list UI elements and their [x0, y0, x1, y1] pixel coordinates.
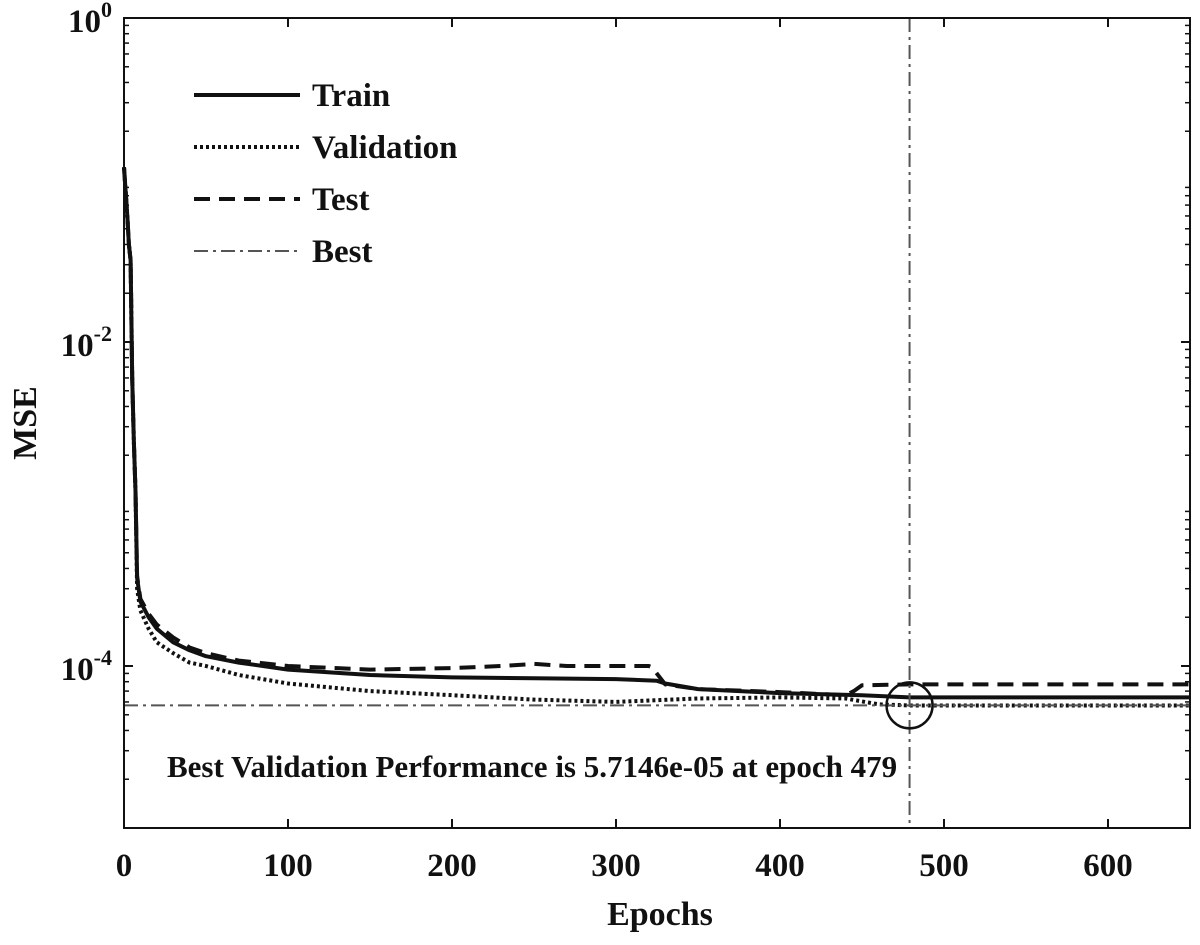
- x-tick-label: 200: [427, 848, 477, 884]
- series-line-validation: [122, 167, 1190, 708]
- x-tick-label: 400: [755, 848, 805, 884]
- legend-label-validation: Validation: [312, 130, 458, 166]
- y-axis-label: MSE: [7, 386, 44, 460]
- x-tick-label: 300: [591, 848, 641, 884]
- y-tick-label: 100: [68, 0, 112, 40]
- plot-frame: [123, 17, 1191, 829]
- y-tick-label: 10-4: [61, 645, 112, 688]
- legend-label-best: Best: [312, 234, 373, 270]
- y-tick-label: 10-2: [61, 321, 112, 364]
- best-layer: [124, 18, 1190, 828]
- series-line-train: [122, 167, 1190, 700]
- best-performance-annotation: Best Validation Performance is 5.7146e-0…: [167, 749, 897, 784]
- x-axis-label: Epochs: [607, 896, 713, 933]
- series-line-test: [122, 167, 1190, 698]
- x-tick-label: 500: [919, 848, 969, 884]
- legend-label-train: Train: [312, 78, 390, 114]
- tick-layer: 0 100 200 300 400 500 600 100 10-2 10-4: [61, 0, 1190, 884]
- legend-label-test: Test: [312, 182, 369, 218]
- x-tick-label: 600: [1083, 848, 1133, 884]
- best-point-marker: [885, 681, 934, 730]
- legend: Train Validation Test Best: [194, 78, 458, 270]
- series-layer: [122, 167, 1190, 708]
- x-tick-label: 100: [263, 848, 313, 884]
- x-tick-label: 0: [116, 848, 133, 884]
